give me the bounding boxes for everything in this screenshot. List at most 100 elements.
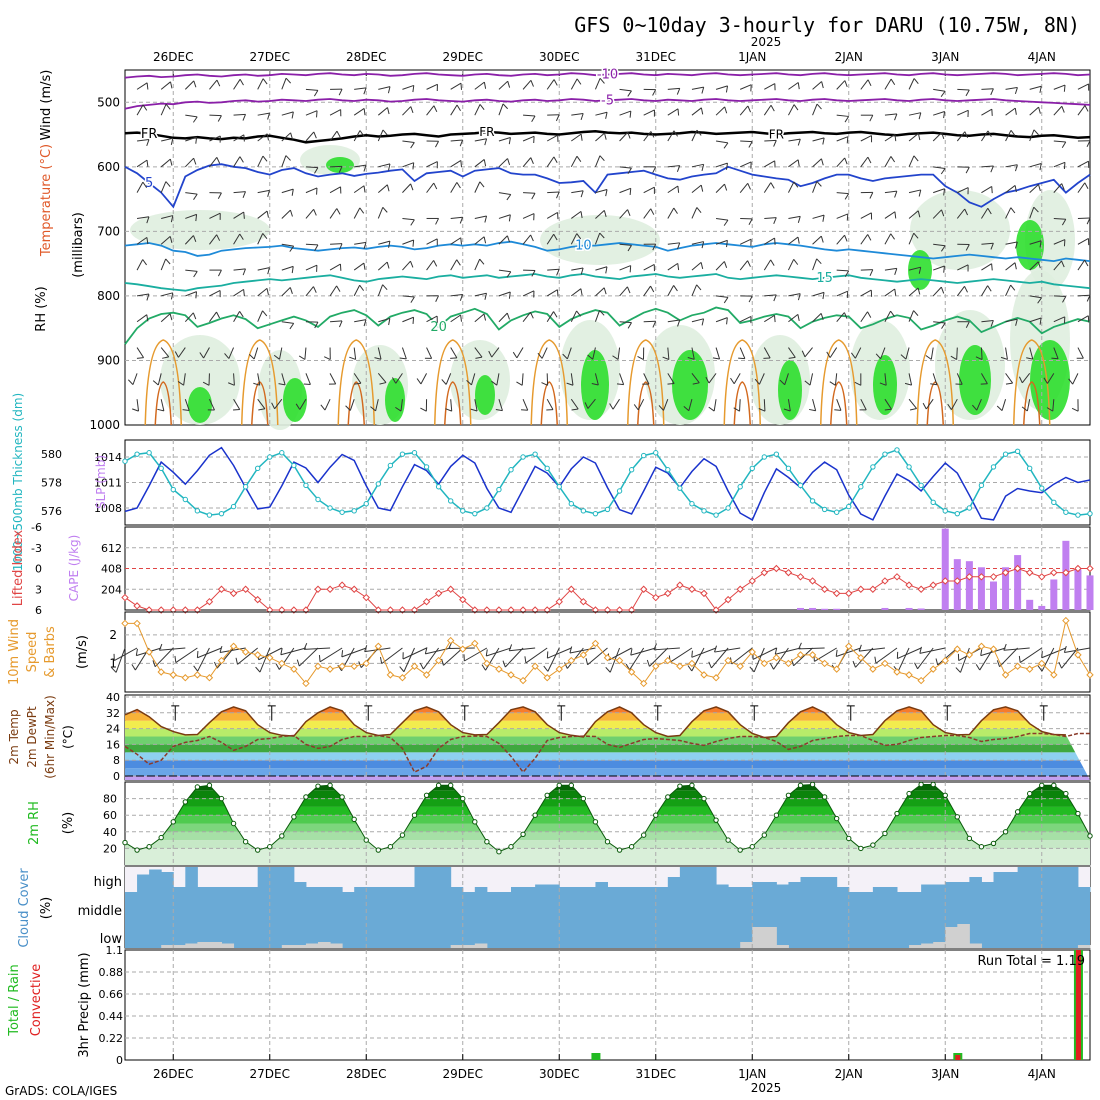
wind-barb [908,78,919,90]
wind-barb [619,88,632,97]
thickness-point [556,484,562,490]
low-cloud-bar [969,943,982,948]
x-bottom-label: 28DEC [346,1067,386,1081]
wind-barb [160,81,173,90]
surface-wind-barb [543,647,560,672]
wind-barb [836,269,850,277]
surface-wind-barb [481,647,500,671]
wind-speed-point [519,676,527,685]
wind-speed-point [832,665,841,673]
wind-barb [715,106,728,116]
cape-bar [833,608,841,610]
thickness-point [351,508,357,514]
thickness-point [858,484,864,490]
surface-wind-barb [508,644,536,652]
wind-barb [450,293,464,301]
high-cloud-bar [161,872,174,892]
wind-barb [812,291,825,300]
wind-barb [591,373,599,386]
high-cloud-bar [414,867,428,892]
wind-barb [257,233,268,245]
wind-barb [633,398,645,411]
rh-point [267,844,273,850]
rh-point [966,835,973,842]
wind-barb [209,135,221,143]
surface-wind-barb [341,647,367,658]
wind-barb [980,373,988,385]
wind-barb [295,398,307,410]
wind-barb [1077,140,1091,148]
wind-barb [1053,161,1066,170]
thickness-point [930,499,936,506]
thickness-point [544,465,550,472]
wind-barb [612,347,621,360]
wind-barb [546,398,554,411]
surface-wind-barb [1037,647,1055,672]
rh-point [423,792,430,798]
wind-barb [947,398,958,410]
wind-barb [305,286,317,297]
wind-barb [136,159,149,168]
wind-speed-point [314,662,322,670]
wind-barb [860,234,872,245]
wind-barb [884,134,897,142]
rh-point [1075,810,1081,817]
wind-speed-point [133,619,141,628]
rh-point [918,781,924,788]
surface-wind-barb [914,647,934,670]
dewpoint-line [124,732,1090,774]
temperature-band [125,768,1090,777]
low-cloud-bar [281,945,295,948]
thickness-point [327,505,333,511]
high-cloud-bar [269,867,283,892]
wind-barb [233,191,246,199]
wind-barb [136,82,149,90]
surface-wind-barb [379,647,403,665]
thickness-point [279,450,285,456]
wind-barb [402,84,415,93]
temperature-band [125,720,1090,729]
wind-barb [305,166,319,174]
lifted-index-point [857,585,865,593]
x-top-label: 1JAN [738,50,766,64]
wind-speed-point [1086,671,1094,679]
wind-speed-line [125,618,1091,685]
wind-speed-point [266,654,274,662]
wind-barb [546,79,558,90]
wind-barb [152,373,162,386]
wind-barb [185,192,198,200]
thickness-point [315,496,321,503]
wind-barb [643,109,655,117]
thickness-point [713,512,719,518]
temperature-line [124,706,1066,739]
high-cloud-bar [884,887,898,892]
wind-barb [329,186,342,194]
wind-barb [667,319,681,327]
wind-barb [402,140,415,149]
wind-barb [957,243,970,251]
thickness-point [411,450,418,456]
wind-barb [981,242,994,250]
wind-speed-point [688,659,696,668]
wind-barb [233,398,241,411]
lifted-index-point [446,585,455,593]
surface-wind-barb [235,647,259,665]
rh-point [665,794,671,800]
high-cloud-bar [233,887,247,892]
warm-contour [444,381,462,426]
high-cloud-bar [776,884,789,892]
cloud-level-label: high [94,875,122,890]
wind-barb [1005,373,1014,385]
wind-barb [185,291,198,299]
high-cloud-bar [571,887,584,892]
low-cloud-bar [462,945,476,948]
cape-bar [917,608,925,610]
wind-barb [594,77,605,90]
x-top-label: 2JAN [835,50,863,64]
surface-wind-barb [729,647,753,665]
wind-barb [836,312,848,323]
wind-barb [981,285,992,297]
wind-speed-point [193,671,202,679]
surface-wind-barb [419,647,440,670]
thickness-point [616,488,623,494]
